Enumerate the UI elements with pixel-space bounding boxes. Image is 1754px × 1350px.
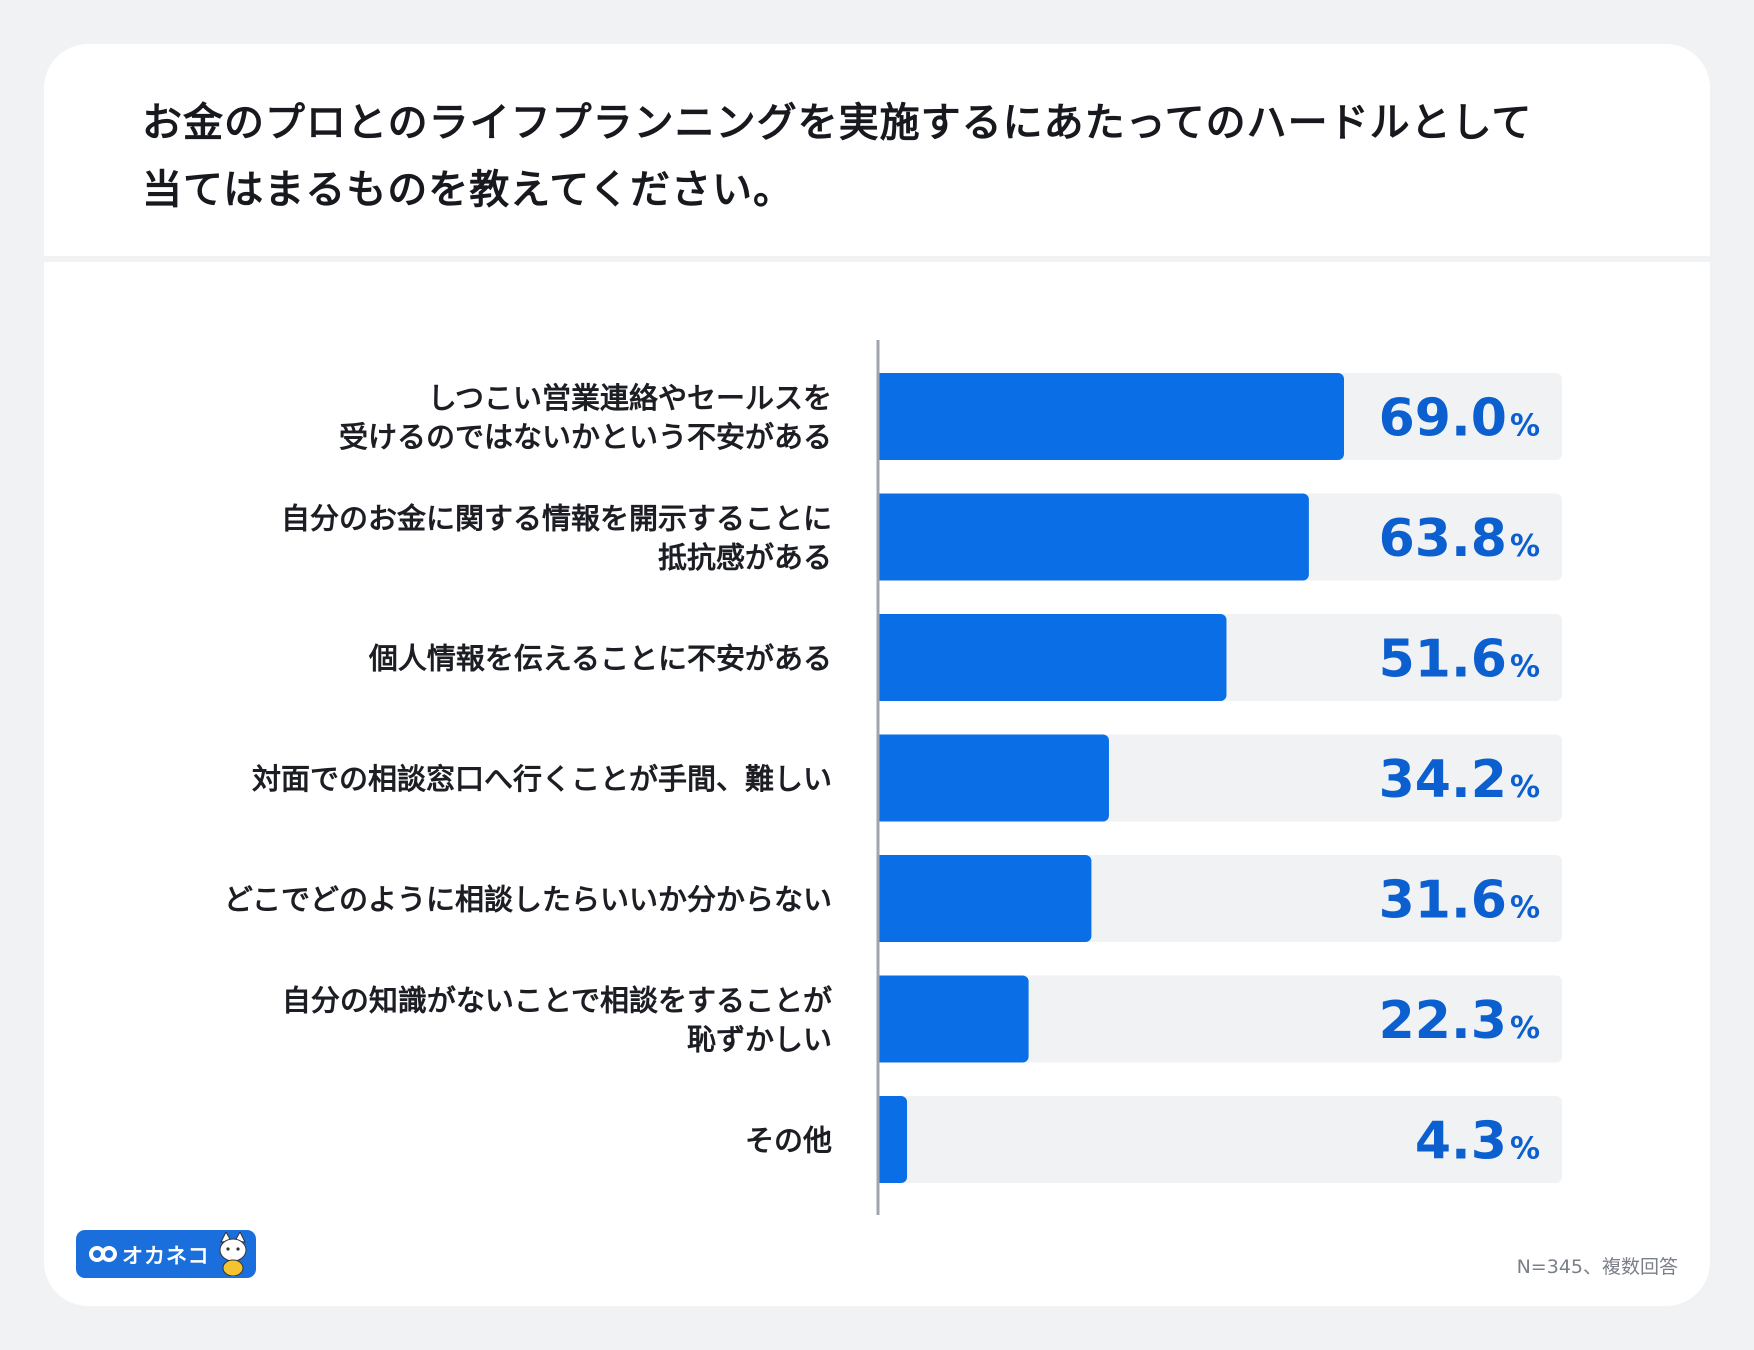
footnote: N=345、複数回答	[1516, 1256, 1678, 1278]
bar	[878, 493, 1309, 581]
category-label: 恥ずかしい	[687, 1023, 832, 1057]
bar-edge	[878, 975, 886, 1063]
logo-text: オカネコ	[122, 1244, 210, 1268]
bar-edge	[878, 373, 886, 460]
category-label: 受けるのではないかという不安がある	[339, 420, 832, 454]
category-label: しつこい営業連絡やセールスを	[428, 381, 832, 415]
value-label: 22.3%	[1379, 991, 1540, 1051]
title-line-2: 当てはまるものを教えてください。	[142, 167, 794, 213]
bar-track	[878, 975, 1562, 1063]
bar-edge	[878, 734, 886, 822]
bar	[878, 734, 1109, 822]
bar-edge	[878, 855, 886, 942]
category-label: 個人情報を伝えることに不安がある	[368, 642, 832, 676]
title-area: お金のプロとのライフプランニングを実施するにあたってのハードルとして 当てはまる…	[44, 44, 1710, 262]
chart-title: お金のプロとのライフプランニングを実施するにあたってのハードルとして 当てはまる…	[142, 90, 1622, 224]
bar-edge	[878, 614, 886, 701]
value-label: 69.0%	[1379, 389, 1540, 449]
infinity-icon	[89, 1246, 117, 1262]
bar	[878, 373, 1344, 460]
title-line-1: お金のプロとのライフプランニングを実施するにあたってのハードルとして	[142, 100, 1533, 146]
bar-track	[878, 1096, 1562, 1183]
bar-edge	[878, 1096, 886, 1183]
value-label: 34.2%	[1379, 750, 1540, 810]
category-label: 対面での相談窓口へ行くことが手間、難しい	[252, 762, 832, 796]
value-label: 51.6%	[1379, 630, 1540, 690]
bar-edge	[878, 493, 886, 581]
category-label: 自分のお金に関する情報を開示することに	[281, 502, 832, 536]
category-label: その他	[745, 1124, 832, 1158]
okaneko-logo: オカネコ	[76, 1230, 256, 1278]
value-label: 63.8%	[1379, 509, 1540, 569]
chart-card: お金のプロとのライフプランニングを実施するにあたってのハードルとして 当てはまる…	[44, 44, 1710, 1306]
value-label: 4.3%	[1415, 1112, 1540, 1172]
bar	[878, 975, 1029, 1063]
cat-mascot-icon	[219, 1232, 247, 1276]
value-label: 31.6%	[1379, 871, 1540, 931]
category-label: 自分の知識がないことで相談をすることが	[282, 984, 832, 1018]
bar	[878, 855, 1092, 942]
bar	[878, 614, 1227, 701]
category-label: どこでどのように相談したらいいか分からない	[224, 883, 832, 917]
category-label: 抵抗感がある	[658, 541, 832, 575]
